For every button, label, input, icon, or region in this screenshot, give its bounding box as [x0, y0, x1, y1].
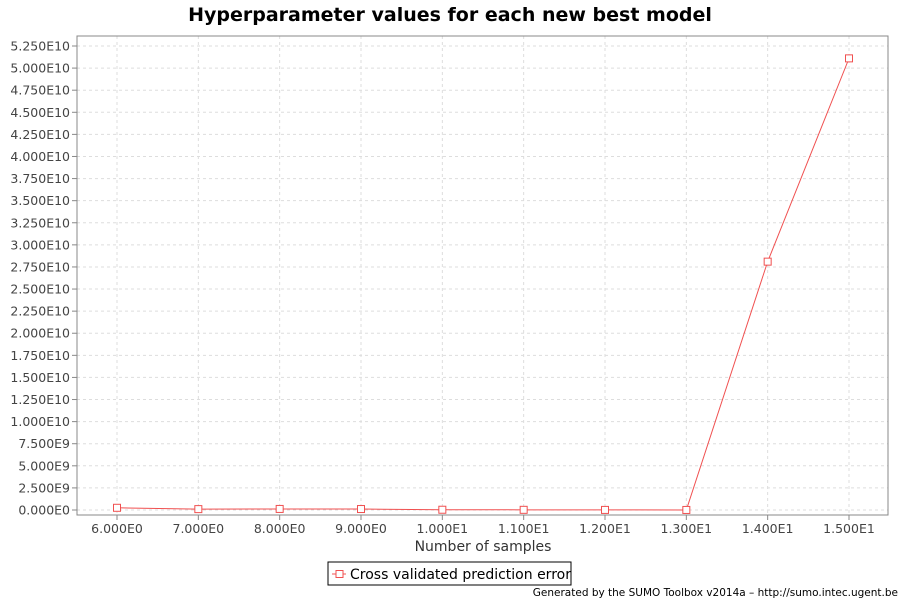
y-tick-label: 3.750E10 — [10, 171, 70, 186]
x-tick-label: 8.000E0 — [254, 521, 306, 536]
y-tick-label: 4.500E10 — [10, 105, 70, 120]
x-tick-label: 1.500E1 — [823, 521, 875, 536]
y-tick-label: 2.500E9 — [18, 480, 70, 495]
x-axis-label: Number of samples — [415, 539, 552, 555]
data-point — [438, 505, 447, 514]
legend: Cross validated prediction error — [327, 561, 572, 586]
x-tick-label: 1.200E1 — [579, 521, 631, 536]
y-tick-label: 2.500E10 — [10, 282, 70, 297]
data-point — [113, 503, 121, 512]
x-tick-label: 1.000E1 — [417, 521, 469, 536]
data-point — [275, 504, 284, 513]
x-tick-label: 1.400E1 — [742, 521, 794, 536]
x-tick-label: 7.000E0 — [173, 521, 225, 536]
y-tick-label: 1.000E10 — [10, 414, 70, 429]
data-point — [682, 505, 691, 514]
x-axis-ticks: 6.000E0 7.000E0 8.000E0 9.000E0 1.000E1 1.100… — [91, 515, 875, 536]
y-tick-label: 4.000E10 — [10, 149, 70, 164]
x-tick-label: 9.000E0 — [335, 521, 387, 536]
y-tick-label: 7.500E9 — [18, 436, 70, 451]
y-tick-label: 1.250E10 — [10, 392, 70, 407]
y-tick-label: 2.250E10 — [10, 304, 70, 319]
y-tick-label: 4.750E10 — [10, 83, 70, 98]
data-point — [357, 505, 365, 514]
y-tick-label: 5.000E10 — [10, 61, 70, 76]
y-tick-label: 3.250E10 — [10, 215, 70, 230]
x-tick-label: 1.300E1 — [661, 521, 713, 536]
x-tick-label: 6.000E0 — [91, 521, 143, 536]
chart-title: Hyperparameter values for each new best … — [188, 4, 712, 26]
y-axis-ticks: 0.000E0 2.500E9 5.000E9 7.500E9 1.000E10 1.25… — [10, 39, 77, 518]
data-point — [519, 505, 528, 514]
x-gridlines — [116, 36, 850, 515]
data-point — [194, 505, 203, 514]
y-tick-label: 3.500E10 — [10, 193, 70, 208]
plot-area-border — [76, 35, 889, 516]
y-tick-label: 1.500E10 — [10, 370, 70, 385]
y-tick-label: 5.250E10 — [10, 39, 70, 54]
y-tick-label: 1.750E10 — [10, 348, 70, 363]
series-layer — [113, 54, 853, 514]
legend-marker — [335, 570, 344, 578]
y-tick-label: 2.750E10 — [10, 259, 70, 274]
series-line — [116, 58, 850, 511]
x-tick-label: 1.100E1 — [498, 521, 550, 536]
y-tick-label: 4.250E10 — [10, 127, 70, 142]
y-tick-label: 0.000E0 — [18, 503, 70, 518]
data-point — [845, 54, 853, 63]
y-tick-label: 3.000E10 — [10, 237, 70, 252]
plot-background — [77, 36, 888, 515]
data-point — [601, 505, 609, 514]
footer-credit: Generated by the SUMO Toolbox v2014a – h… — [533, 587, 898, 599]
legend-box — [327, 561, 572, 586]
legend-label: Cross validated prediction error — [350, 567, 571, 583]
y-tick-label: 5.000E9 — [18, 458, 70, 473]
y-tick-label: 2.000E10 — [10, 326, 70, 341]
data-point — [763, 257, 772, 266]
